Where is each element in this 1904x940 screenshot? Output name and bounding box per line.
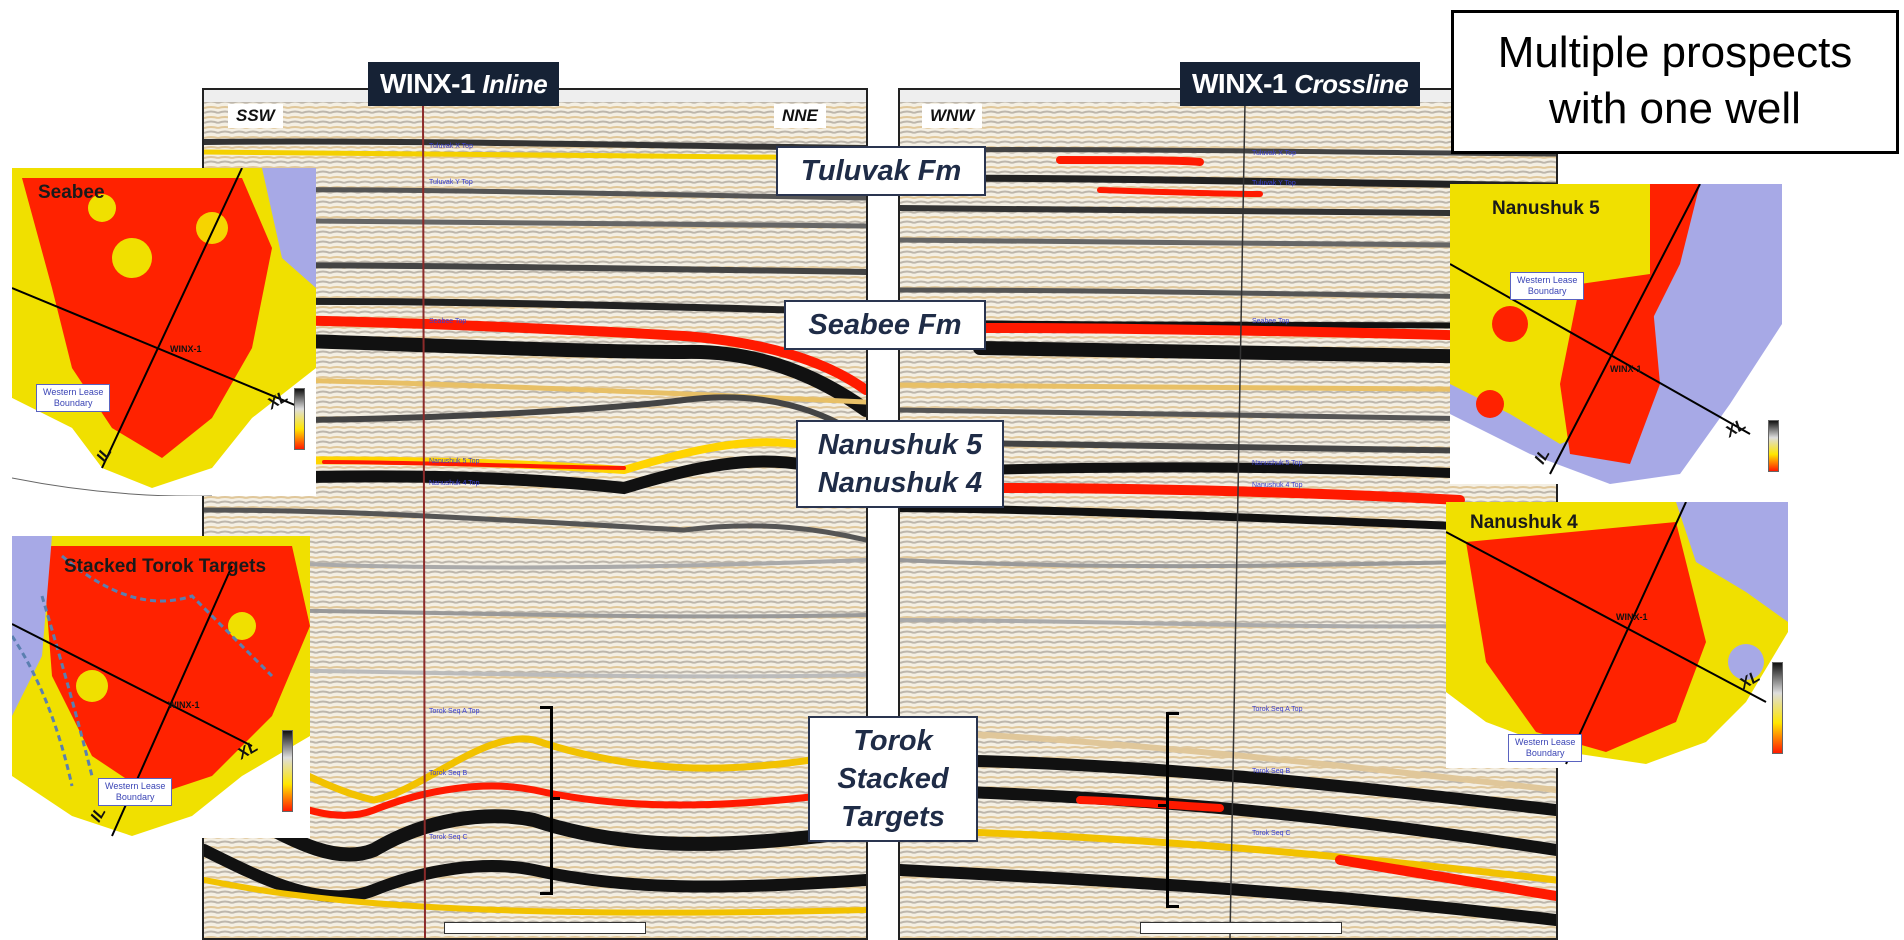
inline-title-sub: Inline <box>482 69 548 99</box>
map-torok-title: Stacked Torok Targets <box>64 556 267 577</box>
map-nanushuk4-colorbar <box>1772 662 1783 754</box>
horizon-label: Tuluvak Y Top <box>429 179 473 186</box>
map-nanushuk5-well-label: WINX-1 <box>1610 364 1642 374</box>
horizon-label: Torok Seq C <box>429 834 468 841</box>
horizon-label: Tuluvak X Top <box>1252 150 1296 157</box>
map-torok-well-label: WINX-1 <box>168 700 200 710</box>
map-torok-lease-label: Western Lease Boundary <box>98 778 173 806</box>
headline-line-2: with one well <box>1549 84 1801 133</box>
crossline-title: WINX-1 Crossline <box>1180 62 1421 106</box>
horizon-label: Torok Seq A Top <box>1252 706 1303 713</box>
map-nanushuk4-title: Nanushuk 4 <box>1470 512 1578 533</box>
map-nanushuk5-title: Nanushuk 5 <box>1492 198 1600 219</box>
horizon-label: Nanushuk 5 Top <box>1252 460 1303 467</box>
horizon-label: Torok Seq B <box>1252 768 1291 775</box>
map-seabee: Seabee WINX-1 XL IL Western Lease Bounda… <box>12 168 316 496</box>
map-nanushuk4: Nanushuk 4 WINX-1 XL Western Lease Bound… <box>1446 502 1788 768</box>
horizon-label: Tuluvak X Top <box>429 143 473 150</box>
horizon-label: Torok Seq B <box>429 770 468 777</box>
map-nanushuk4-lease-label: Western Lease Boundary <box>1508 734 1583 762</box>
map-nanushuk4-well-label: WINX-1 <box>1616 612 1648 622</box>
horizon-label: Nanushuk 5 Top <box>429 458 480 465</box>
map-nanushuk5-lease-label: Western Lease Boundary <box>1510 272 1585 300</box>
map-seabee-image <box>12 168 316 496</box>
scale-bar <box>1140 922 1342 934</box>
headline-box: Multiple prospects with one well <box>1451 10 1899 154</box>
horizon-label: Tuluvak Y Top <box>1252 180 1296 187</box>
crossline-title-main: WINX-1 <box>1192 68 1288 99</box>
inline-bracket-tick <box>550 797 560 800</box>
inline-target-bracket <box>540 706 553 895</box>
formation-label-nanushuk4: Nanushuk 4 <box>817 467 983 499</box>
map-nanushuk5: Nanushuk 5 WINX-1 XL IL Western Lease Bo… <box>1450 184 1782 484</box>
horizon-label: Seabee Top <box>429 318 467 325</box>
horizon-label: Torok Seq A Top <box>429 708 480 715</box>
formation-label-nanushuk: Nanushuk 5 Nanushuk 4 <box>796 420 1004 508</box>
crossline-bracket-tick <box>1158 804 1168 807</box>
direction-label-wnw: WNW <box>922 104 983 128</box>
direction-label-nne: NNE <box>774 104 826 128</box>
inline-title-main: WINX-1 <box>380 68 476 99</box>
headline-line-1: Multiple prospects <box>1497 28 1853 77</box>
formation-label-tuluvak: Tuluvak Fm <box>776 146 986 196</box>
crossline-title-sub: Crossline <box>1294 69 1409 99</box>
map-torok-colorbar <box>282 730 293 812</box>
horizon-label: Torok Seq C <box>1252 830 1291 837</box>
inline-title: WINX-1 Inline <box>368 62 560 106</box>
formation-label-torok: Torok Stacked Targets <box>808 716 978 842</box>
horizon-label: Seabee Top <box>1252 318 1290 325</box>
map-seabee-lease-label: Western Lease Boundary <box>36 384 111 412</box>
horizon-label: Nanushuk 4 Top <box>429 480 480 487</box>
formation-label-seabee: Seabee Fm <box>784 300 986 350</box>
map-seabee-title: Seabee <box>38 182 105 203</box>
map-seabee-well-label: WINX-1 <box>170 344 202 354</box>
map-nanushuk4-image <box>1446 502 1788 768</box>
map-stacked-torok: Stacked Torok Targets WINX-1 XL IL Weste… <box>12 536 310 838</box>
map-seabee-colorbar <box>294 388 305 450</box>
scale-bar <box>444 922 646 934</box>
map-nanushuk5-colorbar <box>1768 420 1779 472</box>
horizon-label: Nanushuk 4 Top <box>1252 482 1303 489</box>
formation-label-nanushuk5: Nanushuk 5 <box>817 429 983 461</box>
map-nanushuk5-image <box>1450 184 1782 484</box>
crossline-target-bracket <box>1166 712 1179 908</box>
direction-label-ssw: SSW <box>228 104 283 128</box>
